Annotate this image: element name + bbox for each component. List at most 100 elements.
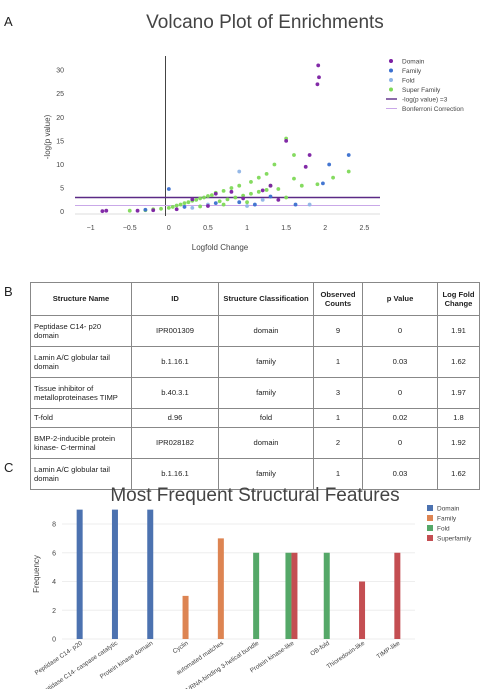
volcano-point-super-family (292, 176, 296, 181)
bar-legend-swatch (427, 505, 433, 511)
volcano-point-super-family (241, 193, 246, 198)
volcano-legend-marker (389, 87, 393, 92)
bar-x-tick-label: OB-fold (309, 640, 331, 658)
volcano-x-tick-label: 1 (245, 225, 249, 232)
header-id: ID (131, 282, 219, 316)
cell-structure-name: Tissue inhibitor of metalloproteinases T… (30, 377, 132, 409)
cell-classification: family (218, 346, 314, 378)
volcano-point-super-family (221, 202, 226, 207)
volcano-legend-label: Super Family (402, 87, 441, 94)
table-row: Lamin A/C globular tail domain b.1.16.1 … (30, 346, 480, 378)
volcano-point-super-family (209, 193, 214, 198)
bar-y-tick-label: 6 (52, 550, 56, 557)
volcano-point-super-family (170, 205, 175, 209)
cell-id: IPR001309 (131, 315, 219, 347)
volcano-point-family (327, 162, 332, 167)
volcano-point-super-family (127, 208, 132, 213)
volcano-point-fold (245, 204, 249, 208)
volcano-legend-marker (389, 78, 393, 82)
volcano-point-domain (316, 63, 321, 68)
volcano-point-domain (104, 208, 109, 213)
bar-legend-label: Domain (437, 506, 460, 513)
bar-y-tick-label: 8 (52, 522, 56, 529)
volcano-y-tick-label: 30 (56, 68, 64, 75)
volcano-legend-marker (389, 59, 393, 63)
results-table: Structure Name ID Structure Classificati… (30, 282, 480, 490)
volcano-point-domain (303, 164, 308, 169)
volcano-title: Volcano Plot of Enrichments (146, 12, 384, 33)
bar-legend-label: Superfamily (437, 536, 472, 543)
header-log-fold-change: Log Fold Change (437, 282, 480, 316)
volcano-x-tick-label: 0 (167, 225, 171, 232)
volcano-legend-label: Bonferroni Correction (402, 106, 464, 113)
cell-log-fold-change: 1.8 (437, 408, 480, 428)
volcano-point-domain (284, 138, 289, 143)
volcano-point-family (268, 194, 273, 199)
cell-p-value: 0 (362, 377, 438, 409)
bar-legend-swatch (427, 525, 433, 531)
volcano-point-family (237, 200, 242, 205)
volcano-point-super-family (292, 153, 296, 157)
volcano-point-domain (174, 207, 179, 212)
volcano-x-tick-label: 0.5 (203, 225, 213, 232)
volcano-point-super-family (198, 196, 203, 201)
volcano-y-tick-label: 10 (56, 162, 64, 169)
table-row: BMP-2-inducible protein kinase- C-termin… (30, 427, 480, 459)
volcano-point-super-family (194, 197, 199, 202)
panel-label-c: C (4, 460, 14, 475)
volcano-point-super-family (237, 183, 242, 188)
volcano-x-tick-label: −1 (87, 225, 95, 232)
volcano-point-super-family (178, 202, 183, 207)
volcano-point-super-family (249, 191, 253, 196)
cell-p-value: 0.02 (362, 408, 438, 428)
cell-id: b.1.16.1 (131, 346, 219, 378)
bar-chart-title: Most Frequent Structural Features (110, 485, 399, 506)
cell-structure-name: Lamin A/C globular tail domain (30, 458, 132, 490)
header-structure-name: Structure Name (30, 282, 132, 316)
volcano-point-domain (135, 208, 140, 213)
volcano-point-super-family (159, 206, 163, 211)
volcano-point-super-family (264, 188, 269, 192)
volcano-point-domain (317, 75, 321, 80)
volcano-point-domain (206, 204, 210, 208)
volcano-point-super-family (174, 203, 179, 208)
table-header-row: Structure Name ID Structure Classificati… (30, 282, 480, 316)
panel-label-b: B (4, 284, 13, 299)
volcano-y-tick-label: 0 (60, 209, 64, 216)
bar-family-automated-matches (217, 538, 224, 639)
cell-log-fold-change: 1.92 (437, 427, 480, 459)
bar-family-cyclin (182, 595, 189, 639)
volcano-point-super-family (225, 197, 230, 202)
volcano-point-super-family (166, 205, 171, 210)
bar-x-tick-label: TIMP-like (376, 640, 402, 661)
volcano-point-super-family (198, 204, 203, 209)
volcano-legend-label: Family (402, 68, 422, 75)
bar-y-ticks: 0 2 4 6 8 (52, 522, 415, 644)
bar-ylabel: Frequency (32, 555, 41, 593)
cell-classification: domain (218, 315, 314, 347)
volcano-legend-label: -log(p value) =3 (402, 97, 448, 104)
cell-p-value: 0 (362, 427, 438, 459)
cell-observed-counts: 1 (313, 408, 363, 428)
bar-domain-protein-kinase-domain (147, 509, 154, 639)
cell-id: b.1.16.1 (131, 458, 219, 490)
bar-fold-ob-fold (323, 552, 330, 639)
volcano-y-tick-label: 5 (60, 186, 64, 193)
cell-observed-counts: 3 (313, 377, 363, 409)
volcano-point-super-family (186, 200, 191, 205)
volcano-xlabel: Logfold Change (192, 243, 249, 252)
bar-domain-peptidase-c14-p20 (76, 509, 83, 639)
volcano-point-super-family (182, 201, 187, 206)
cell-structure-name: T-fold (30, 408, 132, 428)
bar-legend-swatch (427, 515, 433, 521)
volcano-point-domain (276, 197, 281, 202)
volcano-point-family (143, 207, 148, 212)
volcano-x-tick-label: 1.5 (281, 225, 291, 232)
bar-chart: Most Frequent Structural Features 02468 … (32, 485, 472, 689)
volcano-point-domain (268, 183, 273, 188)
bar-y-tick-label: 4 (52, 579, 56, 586)
bar-x-tick-label: Cyclin (172, 640, 191, 656)
bar-legend-label: Fold (437, 526, 450, 533)
volcano-point-domain (241, 196, 246, 201)
